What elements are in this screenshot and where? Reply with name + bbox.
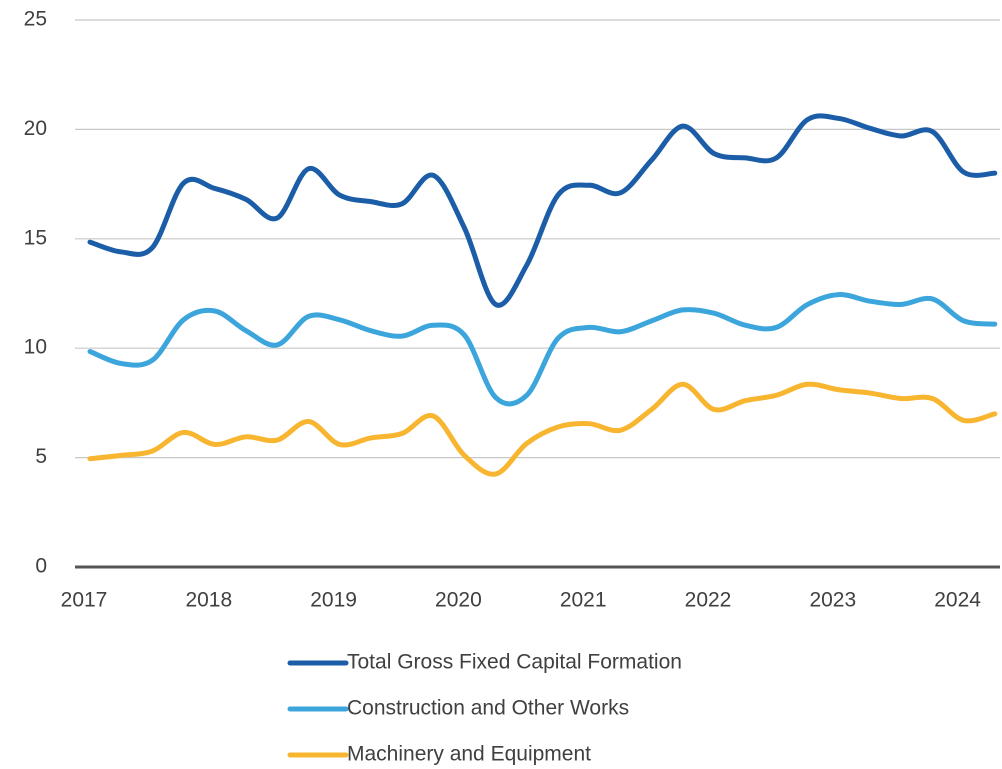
x-tick-label: 2020 xyxy=(435,589,482,612)
x-tick-label: 2024 xyxy=(934,589,981,612)
y-tick-label: 15 xyxy=(24,226,47,249)
series-line xyxy=(87,292,998,407)
x-tick-label: 2018 xyxy=(185,589,232,612)
x-tick-label: 2023 xyxy=(809,589,856,612)
legend-label: Machinery and Equipment xyxy=(347,743,591,766)
y-tick-label: 25 xyxy=(24,8,47,31)
y-tick-label: 0 xyxy=(35,555,47,578)
legend-label: Total Gross Fixed Capital Formation xyxy=(347,651,682,674)
series-line xyxy=(87,113,998,308)
series-line xyxy=(87,381,998,477)
x-tick-label: 2017 xyxy=(61,589,108,612)
x-tick-label: 2021 xyxy=(560,589,607,612)
legend-label: Construction and Other Works xyxy=(347,697,629,720)
x-tick-label: 2022 xyxy=(685,589,732,612)
y-tick-label: 20 xyxy=(24,117,47,140)
y-tick-label: 5 xyxy=(35,445,47,468)
y-tick-label: 10 xyxy=(24,336,47,359)
x-tick-label: 2019 xyxy=(310,589,357,612)
